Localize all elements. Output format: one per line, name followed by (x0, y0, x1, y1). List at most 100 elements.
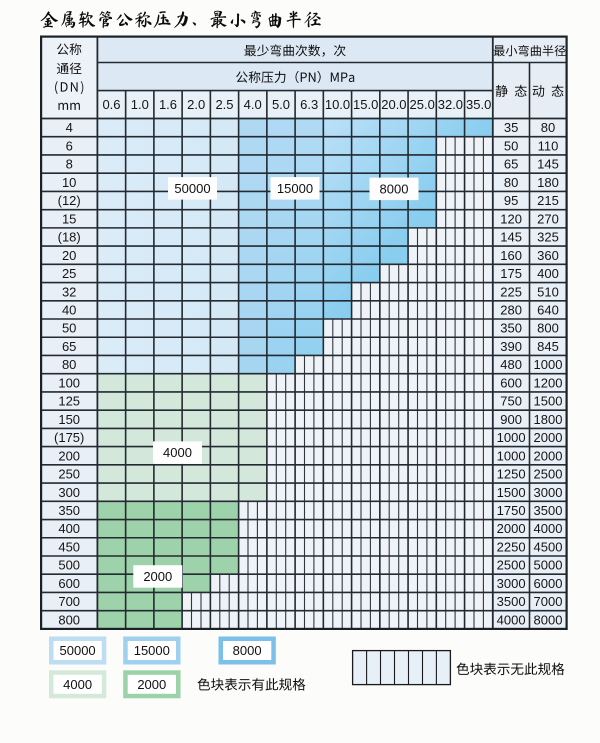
svg-text:(12): (12) (58, 193, 81, 208)
svg-text:5000: 5000 (534, 558, 563, 573)
svg-text:3000: 3000 (534, 485, 563, 500)
svg-text:0.6: 0.6 (102, 97, 120, 112)
svg-text:3000: 3000 (497, 576, 526, 591)
svg-text:80: 80 (504, 175, 518, 190)
svg-text:4000: 4000 (163, 445, 192, 460)
svg-text:8000: 8000 (233, 643, 262, 658)
svg-text:25.0: 25.0 (410, 97, 435, 112)
svg-text:175: 175 (500, 266, 522, 281)
svg-text:80: 80 (541, 120, 555, 135)
svg-text:(18): (18) (58, 230, 81, 245)
svg-text:25: 25 (62, 266, 76, 281)
svg-text:35.0: 35.0 (466, 97, 491, 112)
svg-text:845: 845 (537, 339, 559, 354)
svg-text:100: 100 (58, 375, 80, 390)
svg-text:200: 200 (58, 448, 80, 463)
svg-text:1250: 1250 (497, 467, 526, 482)
svg-text:10: 10 (62, 175, 76, 190)
svg-text:4000: 4000 (63, 677, 92, 692)
svg-text:15000: 15000 (277, 181, 313, 196)
svg-text:350: 350 (500, 321, 522, 336)
svg-text:1800: 1800 (534, 412, 563, 427)
svg-text:50: 50 (504, 138, 518, 153)
svg-text:20.0: 20.0 (381, 97, 406, 112)
svg-text:2000: 2000 (137, 677, 166, 692)
svg-text:350: 350 (58, 503, 80, 518)
svg-text:900: 900 (500, 412, 522, 427)
svg-text:3500: 3500 (534, 503, 563, 518)
svg-text:2.5: 2.5 (215, 97, 233, 112)
svg-text:800: 800 (537, 321, 559, 336)
svg-text:250: 250 (58, 467, 80, 482)
svg-text:4500: 4500 (534, 540, 563, 555)
svg-text:300: 300 (58, 485, 80, 500)
svg-text:5.0: 5.0 (272, 97, 290, 112)
svg-text:400: 400 (537, 266, 559, 281)
svg-text:6000: 6000 (534, 576, 563, 591)
svg-text:6: 6 (66, 138, 73, 153)
svg-text:270: 270 (537, 211, 559, 226)
svg-text:500: 500 (58, 558, 80, 573)
svg-text:15: 15 (62, 211, 76, 226)
svg-text:4000: 4000 (534, 521, 563, 536)
svg-text:1.6: 1.6 (159, 97, 177, 112)
svg-text:8000: 8000 (380, 181, 409, 196)
svg-text:390: 390 (500, 339, 522, 354)
svg-text:1200: 1200 (534, 375, 563, 390)
svg-text:2250: 2250 (497, 540, 526, 555)
svg-text:(175): (175) (54, 430, 84, 445)
svg-text:120: 120 (500, 211, 522, 226)
svg-text:700: 700 (58, 594, 80, 609)
svg-text:600: 600 (58, 576, 80, 591)
svg-text:65: 65 (62, 339, 76, 354)
svg-text:145: 145 (500, 230, 522, 245)
svg-text:4: 4 (66, 120, 73, 135)
svg-text:35: 35 (504, 120, 518, 135)
svg-text:40: 40 (62, 303, 76, 318)
svg-text:2000: 2000 (143, 569, 172, 584)
svg-text:145: 145 (537, 157, 559, 172)
svg-text:10.0: 10.0 (325, 97, 350, 112)
svg-text:510: 510 (537, 284, 559, 299)
svg-text:20: 20 (62, 248, 76, 263)
svg-text:1500: 1500 (534, 394, 563, 409)
svg-text:160: 160 (500, 248, 522, 263)
svg-text:80: 80 (62, 357, 76, 372)
svg-text:180: 180 (537, 175, 559, 190)
svg-text:32: 32 (62, 284, 76, 299)
svg-text:8000: 8000 (534, 612, 563, 627)
svg-text:400: 400 (58, 521, 80, 536)
svg-text:1000: 1000 (534, 357, 563, 372)
svg-text:2500: 2500 (534, 467, 563, 482)
svg-text:4.0: 4.0 (244, 97, 262, 112)
svg-text:1500: 1500 (497, 485, 526, 500)
svg-text:3500: 3500 (497, 594, 526, 609)
svg-text:2000: 2000 (534, 448, 563, 463)
svg-text:2000: 2000 (497, 521, 526, 536)
svg-text:50: 50 (62, 321, 76, 336)
svg-text:15.0: 15.0 (353, 97, 378, 112)
svg-text:2500: 2500 (497, 558, 526, 573)
svg-text:150: 150 (58, 412, 80, 427)
svg-text:8: 8 (66, 157, 73, 172)
svg-text:1000: 1000 (497, 448, 526, 463)
svg-text:600: 600 (500, 375, 522, 390)
svg-text:50000: 50000 (174, 181, 210, 196)
svg-text:225: 225 (500, 284, 522, 299)
svg-text:6.3: 6.3 (300, 97, 318, 112)
svg-text:1000: 1000 (497, 430, 526, 445)
svg-text:325: 325 (537, 230, 559, 245)
svg-text:50000: 50000 (60, 643, 96, 658)
svg-text:360: 360 (537, 248, 559, 263)
svg-text:125: 125 (58, 394, 80, 409)
svg-text:32.0: 32.0 (438, 97, 463, 112)
svg-text:480: 480 (500, 357, 522, 372)
svg-text:110: 110 (538, 138, 559, 153)
svg-text:65: 65 (504, 157, 518, 172)
svg-text:2.0: 2.0 (187, 97, 205, 112)
svg-text:215: 215 (537, 193, 559, 208)
svg-text:800: 800 (58, 612, 80, 627)
svg-text:1.0: 1.0 (131, 97, 149, 112)
svg-text:640: 640 (537, 303, 559, 318)
svg-text:450: 450 (58, 540, 80, 555)
